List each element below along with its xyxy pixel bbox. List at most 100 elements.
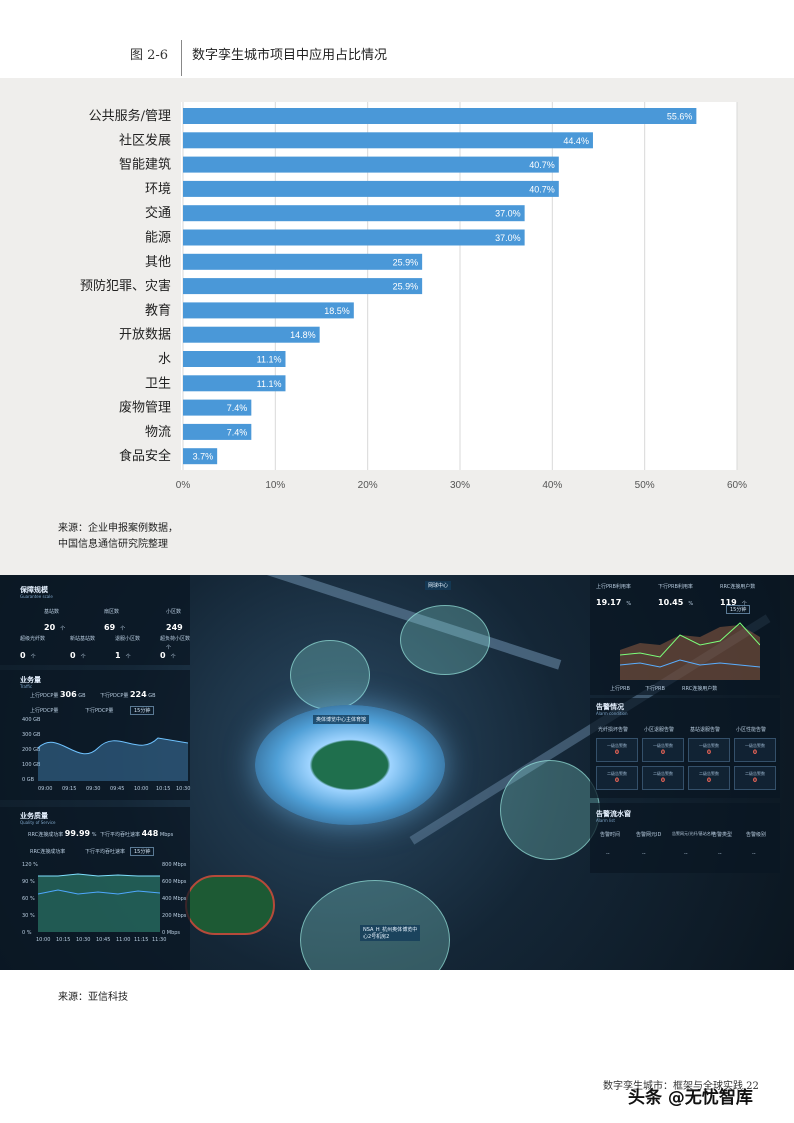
category-label: 开放数据 bbox=[119, 328, 171, 343]
metric-unit: 个 bbox=[30, 654, 36, 660]
interval-select[interactable]: 15分钟 bbox=[130, 847, 155, 856]
coverage-circle bbox=[500, 760, 600, 860]
interval-select[interactable]: 15分钟 bbox=[130, 706, 155, 715]
x-tick-label: 10:30 bbox=[76, 937, 91, 943]
bar bbox=[183, 399, 252, 416]
bar-value-label: 25.9% bbox=[393, 257, 419, 267]
stadium-model[interactable] bbox=[255, 705, 445, 825]
bar bbox=[183, 302, 354, 319]
kpi-ul: 19.17 % bbox=[596, 590, 631, 609]
bar bbox=[183, 278, 423, 295]
alarm-cell[interactable]: 一级告警数 0 bbox=[596, 738, 638, 762]
bar bbox=[183, 375, 286, 392]
legend-item[interactable]: 上行PDCP量 bbox=[30, 708, 59, 714]
metric-k4: 0 个 bbox=[160, 643, 176, 662]
metric-unit: 个 bbox=[166, 645, 172, 651]
metric-unit: 个 bbox=[170, 654, 176, 660]
category-label: 智能建筑 bbox=[119, 157, 171, 173]
alarm-cell[interactable]: 一级告警数 0 bbox=[688, 738, 730, 762]
alarm-cell-label: 一级告警数 bbox=[745, 743, 765, 748]
map-label-line-1: NSA_H_杭州奥体博览中 bbox=[363, 927, 418, 933]
map-label-stadium[interactable]: 奥体博览中心主体育馆 bbox=[313, 715, 370, 724]
panel-subtitle: Alarm condition bbox=[596, 711, 628, 716]
alarm-count: 0 bbox=[614, 777, 620, 784]
legend-item[interactable]: 上行PRB bbox=[610, 686, 630, 692]
alarm-cell[interactable]: 二级告警数 0 bbox=[688, 766, 730, 790]
alarm-count: 0 bbox=[752, 749, 758, 756]
alarm-cell-label: 二级告警数 bbox=[607, 771, 627, 776]
bar bbox=[183, 132, 593, 149]
category-label: 教育 bbox=[145, 302, 171, 318]
x-tick-label: 09:30 bbox=[86, 786, 101, 792]
legend-item[interactable]: RRC连接用户数 bbox=[682, 686, 718, 692]
alarm-cell[interactable]: 二级告警数 0 bbox=[642, 766, 684, 790]
alarm-cell-label: 二级告警数 bbox=[653, 771, 673, 776]
metric-unit: GB bbox=[78, 693, 86, 699]
x-tick-label: 10:00 bbox=[36, 937, 51, 943]
metric-value: 0 bbox=[20, 651, 26, 660]
legend-item[interactable]: 下行PRB bbox=[645, 686, 665, 692]
metric-value: 99.99 bbox=[64, 829, 91, 838]
alarm-cell[interactable]: 一级告警数 0 bbox=[734, 738, 776, 762]
bar-value-label: 14.8% bbox=[290, 330, 316, 340]
bar-value-label: 40.7% bbox=[529, 184, 555, 194]
alarm-count: 0 bbox=[752, 777, 758, 784]
legend-item[interactable]: 下行平均吞吐速率 bbox=[85, 849, 126, 855]
bar bbox=[183, 180, 559, 197]
metric-label: 新站基站数 bbox=[70, 636, 96, 642]
metric-value: 306 bbox=[59, 690, 77, 699]
metric-label: RRC连接成功率 bbox=[28, 832, 64, 838]
metric-unit: Mbps bbox=[159, 832, 174, 838]
stream-col-header: 告警网元/光纤/基站名称 bbox=[672, 831, 715, 836]
category-label: 食品安全 bbox=[119, 448, 171, 464]
metric-label: 超负荷小区数 bbox=[160, 636, 191, 642]
metric-label: 小区数 bbox=[166, 609, 182, 615]
y-tick-label: 30 % bbox=[22, 913, 35, 919]
panel-title: 保障规模 bbox=[20, 586, 48, 594]
stream-cell: -- bbox=[684, 851, 688, 857]
metric-k2: 0 个 bbox=[70, 643, 86, 662]
legend-item[interactable]: RRC连接成功率 bbox=[30, 849, 66, 855]
alarm-col-header: 基站退服告警 bbox=[690, 727, 721, 733]
traffic-line-chart bbox=[38, 737, 188, 781]
panel-title: 告警流水窗 bbox=[596, 810, 631, 818]
kpi-label: RRC连接用户数 bbox=[720, 584, 756, 590]
category-label: 社区发展 bbox=[119, 132, 171, 148]
map-label-station[interactable]: NSA_H_杭州奥体博览中 心2号机房2 bbox=[360, 925, 421, 941]
legend-item[interactable]: 下行PDCP量 bbox=[85, 708, 114, 714]
interval-select[interactable]: 15分钟 bbox=[726, 605, 751, 614]
x-tick-label: 09:00 bbox=[38, 786, 53, 792]
metric-value: 0 bbox=[160, 651, 166, 660]
x-tick-label: 10:30 bbox=[176, 786, 191, 792]
guarantee-panel: 保障规模 Guarantee scale 基站数 20 个 扇区数 69 个 小… bbox=[0, 575, 190, 665]
bar-value-label: 37.0% bbox=[495, 233, 521, 243]
y-tick-label: 200 GB bbox=[22, 747, 41, 753]
bar-chart: 公共服务/管理 55.6% 社区发展 44.4% 智能建筑 40.7% 环境 40.7% 交通 3… bbox=[80, 102, 747, 491]
bar-value-label: 55.6% bbox=[667, 112, 693, 122]
alarm-count: 0 bbox=[706, 777, 712, 784]
category-label: 废物管理 bbox=[119, 400, 171, 416]
metric-base: 20 个 bbox=[44, 615, 65, 634]
category-label: 环境 bbox=[145, 182, 171, 197]
bar-value-label: 3.7% bbox=[193, 452, 214, 462]
stream-col-header: 告警级别 bbox=[746, 832, 767, 838]
x-tick-label: 09:45 bbox=[110, 786, 125, 792]
bar-value-label: 25.9% bbox=[393, 282, 419, 292]
metric-label: 退服小区数 bbox=[115, 636, 141, 642]
alarm-cell[interactable]: 一级告警数 0 bbox=[642, 738, 684, 762]
x-tick-label: 50% bbox=[635, 480, 655, 491]
alarm-cell[interactable]: 二级告警数 0 bbox=[596, 766, 638, 790]
map-label-network-center[interactable]: 网球中心 bbox=[425, 581, 452, 590]
digital-twin-dashboard: 网球中心 奥体博览中心主体育馆 NSA_H_杭州奥体博览中 心2号机房2 保障规… bbox=[0, 575, 794, 970]
alarm-cell[interactable]: 二级告警数 0 bbox=[734, 766, 776, 790]
bar bbox=[183, 448, 218, 465]
panel-title: 告警情况 bbox=[596, 703, 624, 711]
metric-unit: 个 bbox=[60, 626, 66, 632]
bar bbox=[183, 156, 559, 173]
y-tick-label: 600 Mbps bbox=[162, 879, 187, 885]
stream-col-header: 告警时间 bbox=[600, 832, 621, 838]
metric-k3: 1 个 bbox=[115, 643, 131, 662]
bar-value-label: 44.4% bbox=[563, 136, 589, 146]
kpi-users: 119 个 bbox=[720, 590, 747, 609]
alarm-count: 0 bbox=[706, 749, 712, 756]
